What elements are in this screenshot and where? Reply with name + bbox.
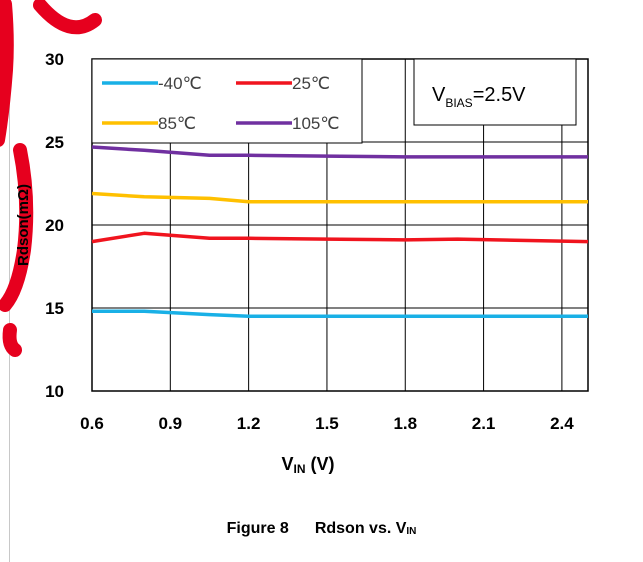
figure-title: Rdson vs. V — [314, 520, 407, 537]
legend: -40℃ 25℃ 85℃ 105℃ — [91, 58, 363, 144]
legend-label-2: 25℃ — [292, 74, 330, 93]
x-tick-label: 2.4 — [550, 414, 574, 433]
series-line-2 — [91, 231, 589, 244]
bias-prefix: V — [432, 84, 446, 106]
y-ticks: 10 15 20 25 30 — [45, 50, 64, 401]
y-tick-label: 20 — [45, 216, 64, 235]
x-tick-label: 0.6 — [80, 414, 104, 433]
x-tick-label: 2.1 — [472, 414, 496, 433]
y-tick-label: 10 — [45, 382, 64, 401]
svg-text:VBIAS=2.5V: VBIAS=2.5V — [432, 84, 526, 110]
y-tick-label: 15 — [45, 299, 64, 318]
legend-label-1: -40℃ — [158, 74, 202, 93]
y-axis-label: Rdson(mΩ) — [15, 184, 32, 266]
chart: 10 15 20 25 30 0.6 0.9 1.2 1.5 1.8 2.1 2.4 Rdson(m… — [15, 50, 589, 476]
legend-label-4: 105℃ — [292, 114, 339, 133]
x-axis-label-sub: IN — [294, 462, 306, 476]
bias-annotation-box — [413, 58, 577, 126]
x-axis-label-unit: (V) — [306, 454, 335, 474]
bias-annotation: VBIAS=2.5V — [413, 58, 577, 126]
series-line-4 — [91, 145, 588, 159]
y-tick-label: 30 — [45, 50, 64, 69]
x-tick-label: 1.8 — [393, 414, 417, 433]
series-layer — [91, 145, 589, 319]
x-axis-label: VIN (V) — [281, 454, 334, 476]
series-line-3 — [91, 191, 588, 204]
x-tick-label: 0.9 — [158, 414, 182, 433]
figure-title-sub: IN — [406, 526, 417, 537]
page-border — [9, 0, 10, 562]
series-line-1 — [92, 309, 588, 319]
figure-label: Figure 8 — [226, 520, 289, 537]
legend-box — [91, 58, 363, 144]
legend-label-3: 85℃ — [158, 114, 196, 133]
x-ticks: 0.6 0.9 1.2 1.5 1.8 2.1 2.4 — [80, 414, 574, 433]
figure-caption: Figure 8 Rdson vs. VIN — [0, 520, 643, 538]
bias-sub: BIAS — [445, 96, 472, 110]
x-tick-label: 1.5 — [315, 414, 339, 433]
x-axis-label-main: V — [281, 454, 293, 474]
x-tick-label: 1.2 — [237, 414, 261, 433]
y-tick-label: 25 — [45, 133, 64, 152]
bias-suffix: =2.5V — [473, 84, 526, 106]
